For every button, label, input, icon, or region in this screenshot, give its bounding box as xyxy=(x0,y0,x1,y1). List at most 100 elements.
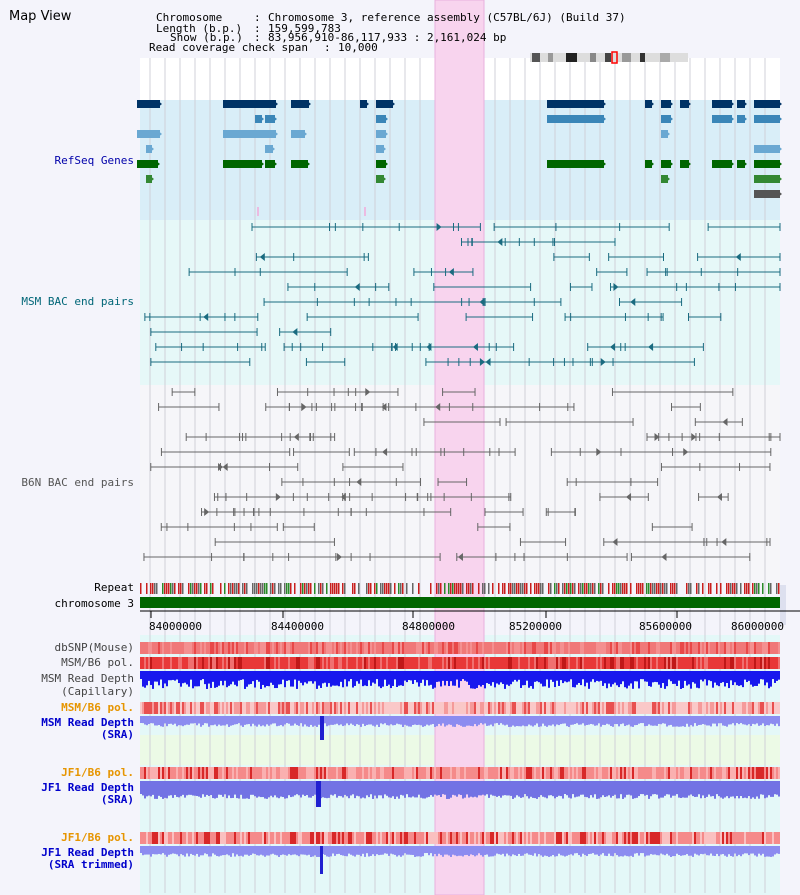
jf1-trim-pol-heat-cell xyxy=(746,832,748,844)
track-label-jf1-b6-pol[interactable]: JF1/B6 pol. xyxy=(61,766,134,779)
msm-depth-sra-bar xyxy=(428,716,430,726)
track-label-msm-depth-sra-1[interactable]: MSM Read Depth xyxy=(41,716,134,729)
jf1-trim-pol-heat-cell xyxy=(730,832,732,844)
msm-depth-sra-bar xyxy=(682,716,684,727)
jf1-depth-trimmed-bar xyxy=(554,846,556,857)
jf1-pol-heat-cell xyxy=(352,767,354,779)
jf1-depth-trimmed-bar xyxy=(508,846,510,856)
jf1-trim-pol-heat-cell xyxy=(440,832,442,844)
msm-depth-capillary-bar xyxy=(746,671,748,683)
msm-pol-heat-cell xyxy=(458,657,460,669)
dbsnp-heat-cell xyxy=(220,642,222,654)
msm-depth-capillary-bar xyxy=(620,671,622,685)
jf1-depth-trimmed-bar xyxy=(162,846,164,854)
msm-sra-pol-heat-cell xyxy=(242,702,244,714)
msm-sra-pol-heat-cell xyxy=(410,702,412,714)
dbsnp-heat-cell xyxy=(450,642,452,654)
msm-depth-capillary-bar xyxy=(728,671,730,689)
jf1-pol-heat-cell xyxy=(494,767,496,779)
msm-depth-sra-bar xyxy=(262,716,264,726)
jf1-depth-sra-bar xyxy=(310,781,312,798)
jf1-pol-heat-cell xyxy=(416,767,418,779)
track-label-b6n-bac[interactable]: B6N BAC end pairs xyxy=(21,476,134,489)
jf1-depth-sra-bar xyxy=(698,781,700,795)
msm-depth-capillary-bar xyxy=(432,671,434,689)
msm-pol-heat-cell xyxy=(514,657,516,669)
msm-pol-heat-cell xyxy=(488,657,490,669)
repeat-mark xyxy=(318,583,320,594)
jf1-depth-sra-bar xyxy=(708,781,710,795)
dbsnp-heat-cell xyxy=(348,642,350,654)
msm-sra-pol-heat-cell xyxy=(146,702,148,714)
gene-strand-arrow xyxy=(742,115,747,123)
track-label-refseq-genes[interactable]: RefSeq Genes xyxy=(54,154,134,167)
msm-depth-capillary-bar xyxy=(228,671,230,686)
msm-depth-sra-bar xyxy=(596,716,598,726)
jf1-trim-pol-heat-cell xyxy=(340,832,342,844)
msm-sra-pol-heat-cell xyxy=(478,702,480,714)
dbsnp-heat-cell xyxy=(518,642,520,654)
jf1-pol-heat-cell xyxy=(642,767,644,779)
jf1-depth-sra-bar xyxy=(372,781,374,799)
jf1-depth-trimmed-bar xyxy=(394,846,396,855)
jf1-depth-sra-bar xyxy=(210,781,212,796)
jf1-trim-pol-heat-cell xyxy=(428,832,430,844)
jf1-trim-pol-heat-cell xyxy=(460,832,462,844)
repeat-mark xyxy=(708,583,710,594)
dbsnp-heat-cell xyxy=(408,642,410,654)
b6n-bac-pair-arrow xyxy=(336,553,342,561)
track-label-msm-b6-pol[interactable]: MSM/B6 pol. xyxy=(61,656,134,669)
track-label-jf1-depth-sra-1[interactable]: JF1 Read Depth xyxy=(41,781,134,794)
msm-depth-capillary-bar xyxy=(644,671,646,682)
jf1-depth-trimmed-bar xyxy=(592,846,594,854)
jf1-trim-pol-heat-cell xyxy=(758,832,760,844)
msm-pol-heat-cell xyxy=(716,657,718,669)
jf1-pol-heat-cell xyxy=(270,767,272,779)
jf1-pol-heat-cell xyxy=(704,767,706,779)
track-label-chromosome[interactable]: chromosome 3 xyxy=(54,597,134,610)
msm-sra-pol-heat-cell xyxy=(234,702,236,714)
dbsnp-heat-cell xyxy=(568,642,570,654)
track-label-jf1-b6-pol-2[interactable]: JF1/B6 pol. xyxy=(61,831,134,844)
jf1-depth-trimmed-bar xyxy=(210,846,212,857)
jf1-trim-pol-heat-cell xyxy=(180,832,182,844)
track-label-dbsnp[interactable]: dbSNP(Mouse) xyxy=(54,641,134,654)
track-label-msm-bac[interactable]: MSM BAC end pairs xyxy=(21,295,134,308)
dbsnp-heat-cell xyxy=(190,642,192,654)
msm-pol-heat-cell xyxy=(734,657,736,669)
msm-sra-pol-heat-cell xyxy=(278,702,280,714)
msm-depth-sra-bar xyxy=(642,716,644,724)
msm-sra-pol-heat-cell xyxy=(600,702,602,714)
track-label-repeat[interactable]: Repeat xyxy=(94,581,134,594)
gene-feature xyxy=(737,100,745,108)
msm-depth-capillary-bar xyxy=(612,671,614,685)
jf1-depth-sra-bar xyxy=(352,781,354,795)
repeat-mark xyxy=(412,583,414,594)
length-value: 159,599,783 xyxy=(268,22,341,35)
gene-strand-arrow xyxy=(777,115,782,123)
jf1-trim-pol-heat-cell xyxy=(540,832,542,844)
jf1-depth-trimmed-bar xyxy=(698,846,700,856)
dbsnp-heat-cell xyxy=(504,642,506,654)
msm-depth-sra-bar xyxy=(412,716,414,725)
jf1-depth-trimmed-bar xyxy=(708,846,710,856)
msm-depth-capillary-bar xyxy=(202,671,204,680)
gene-feature xyxy=(223,160,262,168)
msm-sra-pol-heat-cell xyxy=(314,702,316,714)
jf1-depth-sra-bar xyxy=(582,781,584,795)
msm-sra-pol-heat-cell xyxy=(276,702,278,714)
jf1-trim-pol-heat-cell xyxy=(448,832,450,844)
msm-depth-sra-bar xyxy=(754,716,756,725)
jf1-trim-pol-heat-cell xyxy=(718,832,720,844)
dbsnp-heat-cell xyxy=(732,642,734,654)
track-label-msm-b6-pol-2[interactable]: MSM/B6 pol. xyxy=(61,701,134,714)
repeat-mark xyxy=(358,583,360,594)
dbsnp-heat-cell xyxy=(258,642,260,654)
msm-pol-heat-cell xyxy=(374,657,376,669)
track-label-msm-depth-capillary-1[interactable]: MSM Read Depth xyxy=(41,672,134,685)
msm-depth-sra-bar xyxy=(190,716,192,724)
jf1-trim-pol-heat-cell xyxy=(446,832,448,844)
track-label-jf1-depth-trimmed-1[interactable]: JF1 Read Depth xyxy=(41,846,134,859)
